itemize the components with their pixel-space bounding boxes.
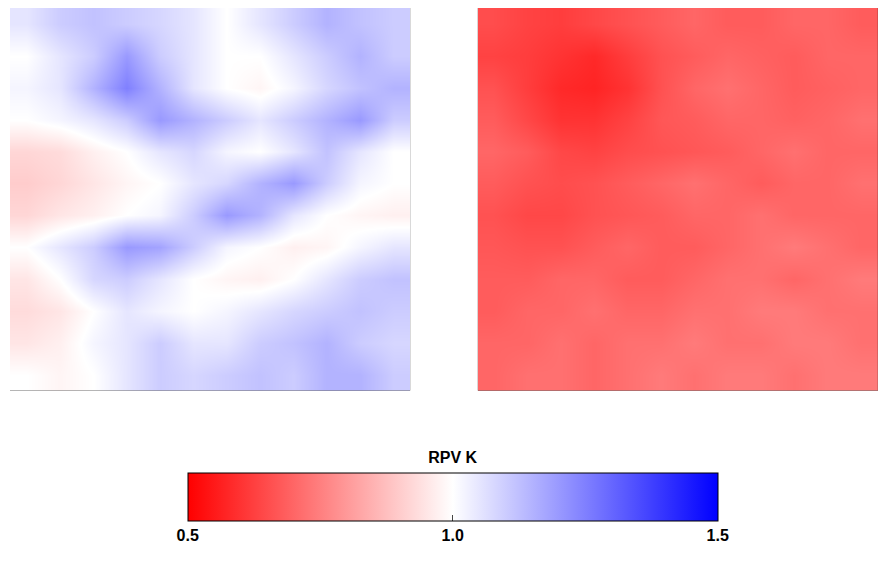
- svg-text:RPV K: RPV K: [428, 449, 477, 466]
- svg-text:0.5: 0.5: [177, 527, 199, 544]
- svg-text:1.0: 1.0: [442, 527, 464, 544]
- svg-text:1.5: 1.5: [707, 527, 729, 544]
